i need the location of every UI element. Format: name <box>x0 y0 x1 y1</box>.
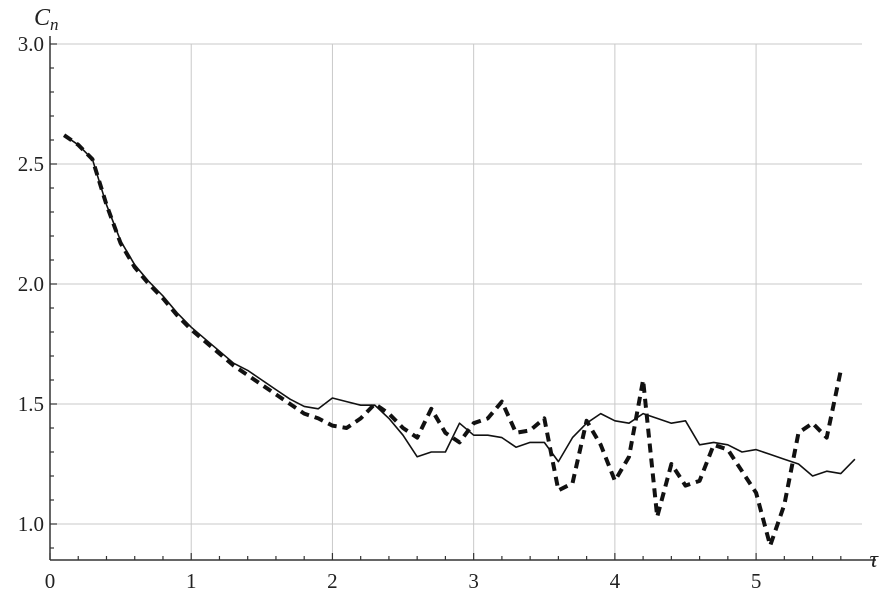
y-axis-title-sub: n <box>50 15 59 34</box>
series-dashed-line <box>62 133 843 548</box>
y-tick-label: 2.0 <box>18 272 44 296</box>
y-tick-label: 3.0 <box>18 32 44 56</box>
y-tick-label: 1.5 <box>18 392 44 416</box>
series-layer <box>62 133 856 548</box>
axes <box>49 36 876 561</box>
y-axis-title-main: C <box>34 5 51 31</box>
tick-labels: 0 1 2 3 4 5 1.0 1.5 2.0 2.5 3.0 <box>18 32 762 592</box>
x-tick-label: 3 <box>468 569 479 592</box>
x-tick-label: 0 <box>45 569 56 592</box>
y-tick-label: 2.5 <box>18 152 44 176</box>
series-solid-line <box>63 134 856 477</box>
y-axis-title: Cn <box>34 5 59 34</box>
grid <box>50 43 862 560</box>
x-axis-title: τ <box>869 547 879 573</box>
x-tick-label: 2 <box>327 569 338 592</box>
x-tick-label: 1 <box>186 569 197 592</box>
x-tick-label: 4 <box>610 569 621 592</box>
x-tick-label: 5 <box>751 569 762 592</box>
y-tick-label: 1.0 <box>18 512 44 536</box>
